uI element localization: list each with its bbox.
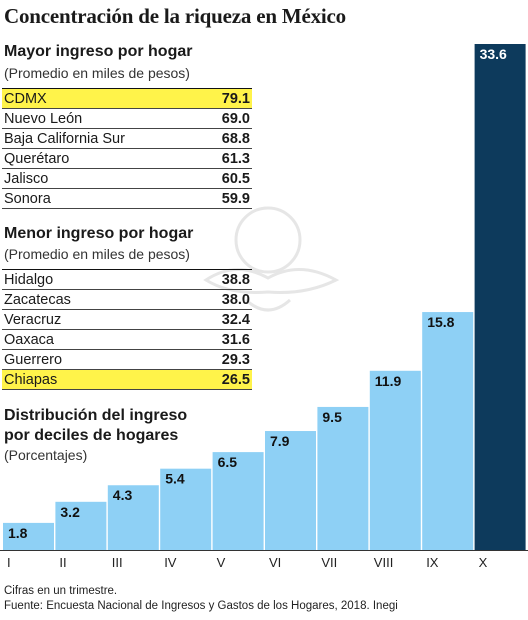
mayor-ingreso-row: Nuevo León 69.0: [2, 109, 252, 129]
bar-value-label: 33.6: [480, 46, 507, 62]
mayor-ingreso-state-name: CDMX: [4, 90, 47, 107]
bar-value-label: 11.9: [375, 373, 402, 389]
chart-title: Concentración de la riqueza en México: [4, 4, 346, 28]
mayor-ingreso-state-name: Nuevo León: [4, 110, 83, 127]
x-tick-label: VI: [269, 555, 281, 570]
bar-decile-X: [474, 44, 526, 550]
bar-value-label: 1.8: [8, 525, 28, 541]
mayor-ingreso-state-name: Sonora: [4, 190, 51, 207]
mayor-ingreso-table: CDMX 79.1 Nuevo León 69.0 Baja California Su…: [2, 88, 252, 209]
menor-ingreso-state-name: Veracruz: [4, 311, 62, 328]
menor-ingreso-state-value: 29.3: [221, 351, 250, 368]
distribution-subtitle: (Porcentajes): [4, 447, 88, 463]
bar-decile-IV: [160, 468, 212, 550]
mayor-ingreso-state-value: 68.8: [221, 130, 250, 147]
x-tick-label: X: [479, 555, 488, 570]
bar-decile-III: [107, 485, 159, 550]
menor-ingreso-row: Chiapas 26.5: [2, 370, 252, 390]
menor-ingreso-state-value: 31.6: [221, 331, 250, 348]
mayor-ingreso-row: CDMX 79.1: [2, 89, 252, 109]
mayor-ingreso-state-value: 60.5: [221, 170, 250, 187]
mayor-ingreso-state-name: Jalisco: [4, 170, 49, 187]
bar-value-label: 4.3: [113, 487, 133, 503]
menor-ingreso-state-name: Oaxaca: [4, 331, 54, 348]
menor-ingreso-row: Oaxaca 31.6: [2, 330, 252, 350]
mayor-ingreso-state-value: 59.9: [221, 190, 250, 207]
bar-value-label: 15.8: [427, 314, 454, 330]
menor-ingreso-state-value: 32.4: [221, 311, 250, 328]
bar-value-label: 3.2: [60, 504, 80, 520]
x-tick-label: IX: [426, 555, 439, 570]
menor-ingreso-state-value: 38.8: [221, 271, 250, 288]
mayor-ingreso-state-name: Querétaro: [4, 150, 70, 167]
x-tick-label: II: [59, 555, 66, 570]
footnotes: Cifras en un trimestre. Fuente: Encuesta…: [4, 584, 398, 614]
menor-ingreso-row: Veracruz 32.4: [2, 310, 252, 330]
menor-ingreso-state-name: Zacatecas: [4, 291, 71, 308]
bar-decile-I: [3, 522, 54, 550]
menor-ingreso-state-name: Hidalgo: [4, 271, 54, 288]
menor-ingreso-table: Hidalgo 38.8 Zacatecas 38.0 Veracruz 32.4 Oaxa…: [2, 269, 252, 390]
menor-ingreso-row: Hidalgo 38.8: [2, 270, 252, 290]
mayor-ingreso-state-name: Baja California Sur: [4, 130, 125, 147]
menor-ingreso-state-name: Chiapas: [4, 371, 58, 388]
menor-ingreso-state-value: 26.5: [221, 371, 250, 388]
bar-value-label: 7.9: [270, 433, 290, 449]
mayor-ingreso-title: Mayor ingreso por hogar: [4, 43, 193, 60]
note-fuente: Fuente: Encuesta Nacional de Ingresos y …: [4, 600, 398, 612]
note-cifras: Cifras en un trimestre.: [4, 585, 118, 597]
decile-bar-chart: 1.8 I 3.2 II 4.3 III 5.4 IV 6.5 V 7.9 VI 9.5 VII 11.9 V…: [0, 44, 528, 570]
mayor-ingreso-row: Jalisco 60.5: [2, 169, 252, 189]
x-tick-label: III: [112, 555, 123, 570]
bar-value-label: 9.5: [322, 409, 342, 425]
bar-decile-V: [212, 452, 264, 550]
distribution-title-line1: Distribución del ingreso: [4, 407, 188, 424]
eagle-watermark-icon: [203, 206, 340, 312]
mayor-ingreso-subtitle: (Promedio en miles de pesos): [4, 65, 190, 81]
menor-ingreso-row: Zacatecas 38.0: [2, 290, 252, 310]
bar-value-label: 5.4: [165, 471, 185, 487]
x-tick-label: I: [7, 555, 11, 570]
bar-decile-IX: [422, 312, 474, 550]
mayor-ingreso-row: Querétaro 61.3: [2, 149, 252, 169]
x-tick-label: V: [217, 555, 226, 570]
mayor-ingreso-row: Sonora 59.9: [2, 189, 252, 209]
mayor-ingreso-state-value: 79.1: [221, 90, 250, 107]
bar-value-label: 6.5: [218, 454, 238, 470]
distribution-title-line2: por deciles de hogares: [4, 427, 179, 444]
mayor-ingreso-row: Baja California Sur 68.8: [2, 129, 252, 149]
bar-decile-VI: [265, 431, 316, 550]
menor-ingreso-row: Guerrero 29.3: [2, 350, 252, 370]
menor-ingreso-subtitle: (Promedio en miles de pesos): [4, 246, 190, 262]
menor-ingreso-state-name: Guerrero: [4, 351, 63, 368]
mayor-ingreso-state-value: 61.3: [221, 150, 250, 167]
x-tick-label: VIII: [374, 555, 394, 570]
mayor-ingreso-state-value: 69.0: [221, 110, 250, 127]
bar-decile-VIII: [369, 370, 421, 550]
bar-decile-VII: [317, 406, 369, 550]
x-tick-label: IV: [164, 555, 177, 570]
bar-decile-II: [55, 501, 107, 550]
x-tick-label: VII: [321, 555, 337, 570]
menor-ingreso-title: Menor ingreso por hogar: [4, 225, 194, 242]
menor-ingreso-state-value: 38.0: [221, 291, 250, 308]
